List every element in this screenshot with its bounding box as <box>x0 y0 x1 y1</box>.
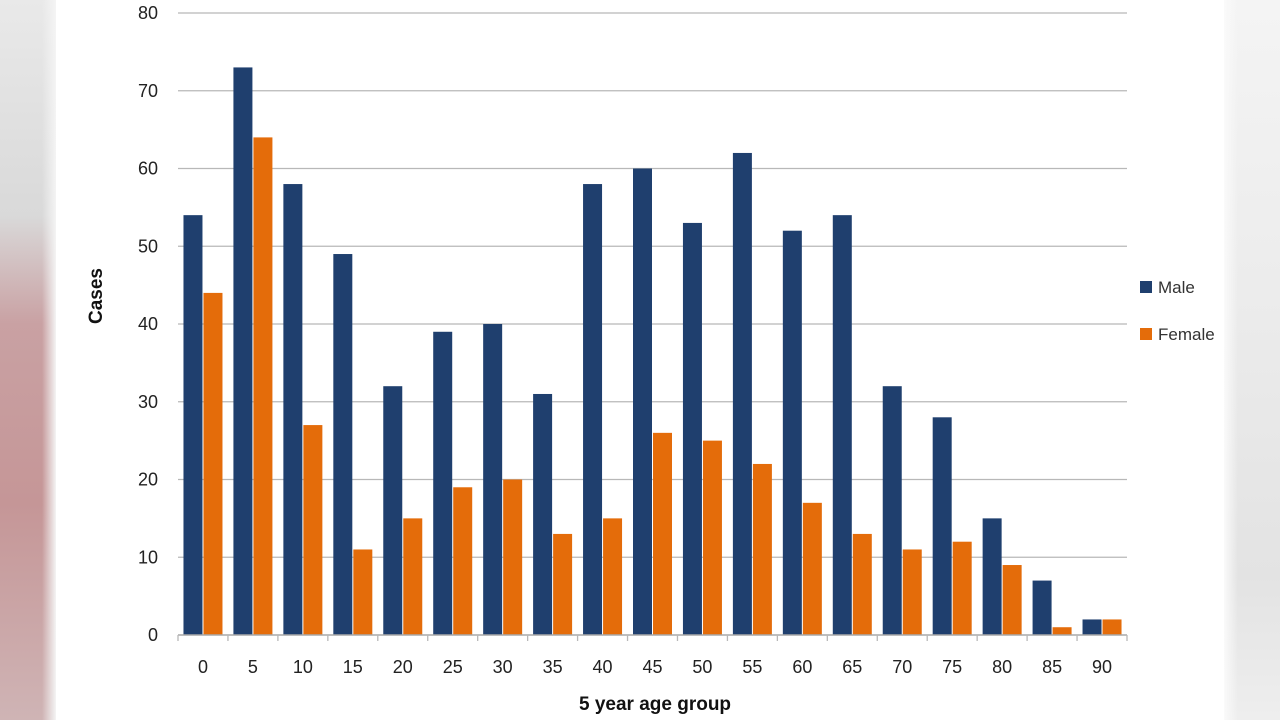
x-axis-title: 5 year age group <box>579 694 731 715</box>
bar-female <box>1102 619 1122 635</box>
x-tick-label: 45 <box>642 657 662 677</box>
x-axis-ticks: 0 5 10 15 20 25 30 35 40 45 50 55 60 65 70 75 80 85 90 <box>177 635 1128 677</box>
bar-male <box>383 386 403 635</box>
x-tick-label: 70 <box>892 657 912 677</box>
bar-male <box>782 230 802 635</box>
bar-male <box>333 254 353 635</box>
bar-male <box>183 215 203 635</box>
bar-male <box>732 152 752 635</box>
y-tick-label: 60 <box>138 159 158 179</box>
y-tick-label: 30 <box>138 392 158 412</box>
bar-female <box>902 549 922 635</box>
bar-female <box>952 541 972 635</box>
y-axis-ticks: 0 10 20 30 40 50 60 70 80 <box>138 3 158 645</box>
bar-female <box>453 487 473 635</box>
bar-male <box>483 324 503 635</box>
bar-male <box>982 518 1002 635</box>
x-tick-label: 50 <box>692 657 712 677</box>
bar-female <box>702 440 722 635</box>
x-tick-label: 55 <box>742 657 762 677</box>
left-background-edge <box>0 0 56 720</box>
bar-female <box>752 463 772 635</box>
x-tick-label: 20 <box>393 657 413 677</box>
bar-female <box>852 533 872 635</box>
y-axis-title: Cases <box>86 268 107 324</box>
bar-male <box>1082 619 1102 635</box>
bar-female <box>353 549 373 635</box>
bar-female <box>1052 627 1072 635</box>
right-background-edge <box>1224 0 1280 720</box>
bar-male <box>583 184 603 636</box>
bar-male <box>533 393 553 635</box>
bar-male <box>1032 580 1052 635</box>
x-tick-label: 65 <box>842 657 862 677</box>
bar-female <box>403 518 423 635</box>
bar-male <box>283 184 303 636</box>
x-tick-label: 75 <box>942 657 962 677</box>
bar-female <box>603 518 623 635</box>
x-tick-label: 85 <box>1042 657 1062 677</box>
x-tick-label: 40 <box>593 657 613 677</box>
legend-label-female: Female <box>1158 325 1215 344</box>
bar-female <box>503 479 523 635</box>
bar-female <box>1002 565 1022 635</box>
bar-female <box>203 292 223 635</box>
y-tick-label: 10 <box>138 547 158 567</box>
bars <box>183 67 1122 636</box>
x-tick-label: 90 <box>1092 657 1112 677</box>
bar-male <box>633 168 652 635</box>
x-tick-label: 10 <box>293 657 313 677</box>
legend-swatch-male <box>1140 281 1152 293</box>
y-tick-label: 20 <box>138 470 158 490</box>
y-tick-label: 50 <box>138 236 158 256</box>
x-tick-label: 15 <box>343 657 363 677</box>
bar-female <box>802 502 822 635</box>
legend-label-male: Male <box>1158 278 1195 297</box>
y-tick-label: 0 <box>148 625 158 645</box>
x-tick-label: 30 <box>493 657 513 677</box>
bar-male <box>882 386 902 635</box>
y-tick-label: 70 <box>138 81 158 101</box>
y-tick-label: 80 <box>138 3 158 23</box>
x-tick-label: 0 <box>198 657 208 677</box>
bar-female <box>553 533 573 635</box>
bar-male <box>233 67 253 636</box>
bar-male <box>832 215 852 635</box>
y-tick-label: 40 <box>138 314 158 334</box>
x-tick-label: 25 <box>443 657 463 677</box>
bar-male <box>682 222 702 636</box>
bar-female <box>653 432 672 635</box>
bar-male <box>433 331 453 635</box>
legend: Male Female <box>1140 278 1215 344</box>
bar-female <box>303 425 323 635</box>
x-tick-label: 60 <box>792 657 812 677</box>
x-tick-label: 5 <box>248 657 258 677</box>
x-tick-label: 35 <box>543 657 563 677</box>
legend-swatch-female <box>1140 328 1152 340</box>
bar-male <box>932 417 952 635</box>
bar-female <box>253 137 273 635</box>
x-tick-label: 80 <box>992 657 1012 677</box>
